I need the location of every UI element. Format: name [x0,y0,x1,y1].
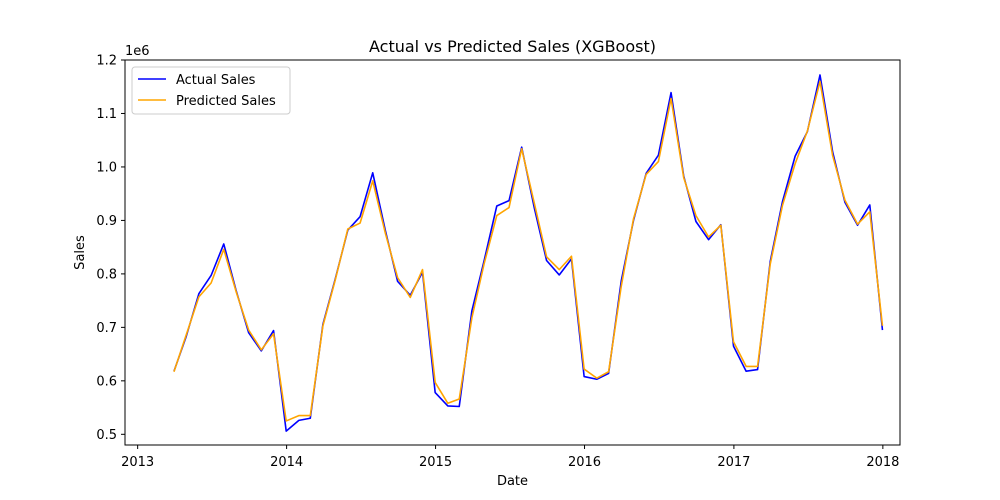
x-tick-label: 2014 [270,455,303,470]
y-tick-label: 1.0 [96,160,117,175]
plot-frame [124,59,901,446]
y-offset-label: 1e6 [125,44,150,59]
chart-title: Actual vs Predicted Sales (XGBoost) [369,37,656,56]
plot-area [124,59,901,446]
legend-label-actual: Actual Sales [176,73,256,88]
x-tick-label: 2017 [717,455,750,470]
y-tick-label: 0.9 [96,214,117,229]
y-axis: 0.5 0.6 0.7 0.8 0.9 1.0 1.1 1.2 [96,54,125,443]
y-tick-label: 1.2 [96,54,117,69]
legend-label-predicted: Predicted Sales [176,94,276,109]
legend-box [131,66,291,115]
y-tick-label: 0.5 [96,428,117,443]
x-tick-label: 2018 [866,455,899,470]
x-axis-label: Date [497,474,528,489]
x-tick-label: 2013 [121,455,154,470]
series-layer [173,74,884,432]
y-tick-label: 0.6 [96,374,117,389]
y-tick-label: 0.8 [96,267,117,282]
predicted-sales-line [173,80,884,422]
y-axis-label: Sales [73,235,88,270]
x-tick-label: 2016 [568,455,601,470]
x-axis: 2013 2014 2015 2016 2017 2018 [121,445,899,470]
plot-background [125,60,900,445]
y-tick-label: 1.1 [96,107,117,122]
legend: Actual Sales Predicted Sales [131,66,291,115]
x-tick-label: 2015 [419,455,452,470]
y-tick-label: 0.7 [96,321,117,336]
